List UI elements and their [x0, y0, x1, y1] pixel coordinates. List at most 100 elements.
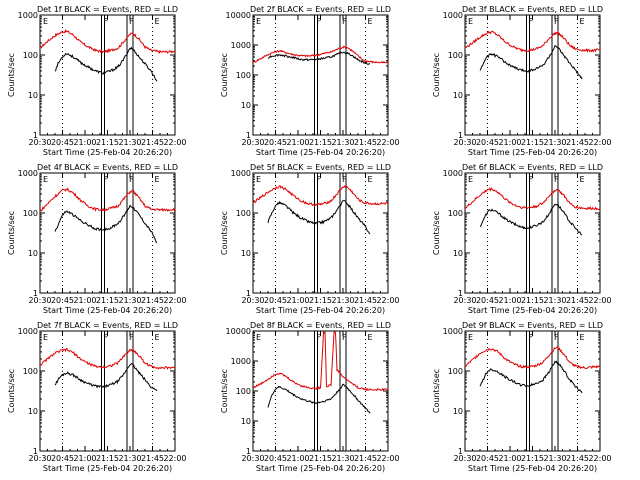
series-lld-line [252, 330, 389, 392]
x-tick-label: 20:30 [241, 138, 264, 147]
x-tick-label: 21:45 [566, 296, 589, 305]
y-tick-label: 10 [241, 249, 251, 258]
panel-title: Det 3f BLACK = Events, RED = LLD [462, 5, 603, 14]
interval-letter: F [342, 175, 347, 184]
y-tick-label: 1 [458, 447, 463, 456]
y-tick-label: 1 [33, 131, 38, 140]
y-tick-label: 100 [448, 367, 463, 376]
y-tick-label: 1000 [443, 11, 463, 20]
interval-letter: E [580, 17, 585, 26]
x-tick-label: 20:45 [264, 454, 287, 463]
x-tick-label: 20:45 [476, 296, 499, 305]
x-tick-label: 21:30 [543, 454, 566, 463]
y-axis-label: Counts/sec [7, 53, 16, 97]
y-axis-label: Counts/sec [220, 211, 229, 255]
x-axis-label: Start Time (25-Feb-04 20:26:20) [256, 464, 385, 473]
x-tick-label: 20:30 [453, 296, 476, 305]
y-tick-label: 1000 [18, 169, 38, 178]
series-lld-line [464, 346, 600, 370]
series-events-line [267, 51, 371, 65]
plot-frame [252, 172, 389, 294]
series-events-line [479, 360, 583, 394]
y-tick-label: 1 [458, 289, 463, 298]
interval-letter: E [43, 333, 48, 342]
x-tick-label: 20:30 [28, 296, 51, 305]
plot-frame [252, 330, 389, 452]
x-tick-label: 21:30 [331, 138, 354, 147]
interval-letter: F [342, 17, 347, 26]
interval-letter: E [468, 175, 473, 184]
panel-title: Det 6f BLACK = Events, RED = LLD [462, 163, 603, 172]
panel-det-7: Det 7f BLACK = Events, RED = LLD E F F E 1 10 1… [7, 321, 187, 473]
x-tick-label: 21:30 [543, 296, 566, 305]
y-tick-label: 10 [453, 249, 463, 258]
x-tick-label: 22:00 [163, 454, 186, 463]
interval-letter: E [256, 17, 261, 26]
interval-letter: F [104, 17, 109, 26]
x-axis-label: Start Time (25-Feb-04 20:26:20) [468, 148, 597, 157]
panel-title: Det 8f BLACK = Events, RED = LLD [250, 321, 391, 330]
x-tick-label: 21:15 [521, 296, 544, 305]
interval-letter: F [104, 333, 109, 342]
x-tick-label: 21:00 [286, 296, 309, 305]
y-tick-label: 10000 [226, 327, 251, 336]
interval-letter: F [317, 333, 322, 342]
x-tick-label: 22:00 [163, 138, 186, 147]
x-tick-label: 22:00 [376, 454, 399, 463]
interval-letter: E [43, 17, 48, 26]
panel-title: Det 5f BLACK = Events, RED = LLD [250, 163, 391, 172]
interval-letter: F [554, 333, 559, 342]
x-tick-label: 20:30 [28, 138, 51, 147]
y-tick-label: 1000 [231, 41, 251, 50]
x-axis-label: Start Time (25-Feb-04 20:26:20) [256, 148, 385, 157]
x-tick-label: 20:30 [241, 296, 264, 305]
x-tick-label: 21:45 [141, 454, 164, 463]
panel-det-3: Det 3f BLACK = Events, RED = LLD E F F E 1 10 1… [432, 5, 612, 157]
interval-letter: E [155, 17, 160, 26]
interval-letter: E [368, 175, 373, 184]
x-tick-label: 21:15 [309, 454, 332, 463]
series-events-line [54, 46, 158, 82]
y-tick-label: 1000 [231, 357, 251, 366]
x-tick-label: 21:00 [73, 138, 96, 147]
series-events-line [54, 204, 158, 244]
panel-det-9: Det 9f BLACK = Events, RED = LLD E F F E 1 10 1… [432, 321, 612, 473]
x-axis-label: Start Time (25-Feb-04 20:26:20) [43, 148, 172, 157]
x-tick-label: 22:00 [376, 138, 399, 147]
x-tick-label: 21:45 [141, 296, 164, 305]
y-tick-label: 1 [458, 131, 463, 140]
y-axis-label: Counts/sec [432, 369, 441, 413]
x-tick-label: 20:30 [453, 454, 476, 463]
interval-letter: E [368, 333, 373, 342]
y-tick-label: 1 [33, 289, 38, 298]
x-tick-label: 22:00 [376, 296, 399, 305]
y-tick-label: 100 [448, 51, 463, 60]
interval-letter: E [43, 175, 48, 184]
x-tick-label: 20:45 [51, 296, 74, 305]
x-tick-label: 21:45 [141, 138, 164, 147]
x-tick-label: 21:45 [354, 138, 377, 147]
interval-letter: F [104, 175, 109, 184]
panel-det-6: Det 6f BLACK = Events, RED = LLD E F F E 1 10 1… [432, 163, 612, 315]
interval-letter: F [129, 17, 134, 26]
y-tick-label: 1000 [18, 327, 38, 336]
interval-letter: E [368, 17, 373, 26]
interval-letter: F [129, 333, 134, 342]
x-tick-label: 22:00 [588, 138, 611, 147]
y-tick-label: 100 [448, 209, 463, 218]
x-tick-label: 20:45 [51, 138, 74, 147]
x-tick-label: 21:15 [96, 138, 119, 147]
y-tick-label: 1000 [443, 327, 463, 336]
y-tick-label: 1000 [231, 169, 251, 178]
series-lld-line [252, 45, 389, 64]
interval-letter: E [468, 333, 473, 342]
y-tick-label: 10 [241, 417, 251, 426]
y-tick-label: 100 [23, 367, 38, 376]
y-tick-label: 100 [236, 71, 251, 80]
series-events-line [479, 202, 583, 236]
x-axis-label: Start Time (25-Feb-04 20:26:20) [468, 464, 597, 473]
x-tick-label: 20:30 [241, 454, 264, 463]
x-tick-label: 21:45 [354, 454, 377, 463]
x-tick-label: 21:15 [96, 296, 119, 305]
